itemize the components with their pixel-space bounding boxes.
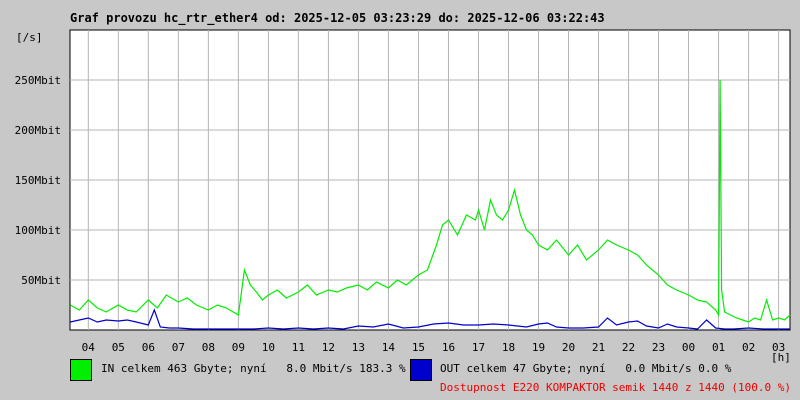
series-layer [70,79,791,330]
x-tick-label: 10 [262,341,275,354]
x-tick-label: 03 [772,341,785,354]
x-tick-label: 12 [322,341,335,354]
x-tick-label: 18 [502,341,515,354]
y-tick-label: 50Mbit [21,274,61,287]
y-axis-label: [/s] [16,31,43,44]
x-tick-label: 07 [172,341,185,354]
x-tick-label: 19 [532,341,545,354]
series-out-line [70,308,790,330]
x-tick-label: 16 [442,341,455,354]
x-tick-label: 14 [382,341,396,354]
x-tick-label: 15 [412,341,425,354]
out-legend-swatch [410,359,432,381]
series-in-line [70,79,791,323]
x-tick-label: 01 [712,341,725,354]
x-tick-label: 09 [232,341,245,354]
out-legend-text: OUT celkem 47 Gbyte; nyní 0.0 Mbit/s 0.0… [440,362,732,375]
tick-labels: 04 05 06 07 08 09 10 11 12 13 14 15 16 17 18 19 20 21 22 23… [15,74,786,354]
y-tick-label: 200Mbit [15,124,61,137]
x-tick-label: 06 [142,341,155,354]
in-legend-text: IN celkem 463 Gbyte; nyní 8.0 Mbit/s 183… [101,362,406,375]
x-tick-label: 20 [562,341,575,354]
x-tick-label: 08 [202,341,215,354]
y-tick-label: 150Mbit [15,174,61,187]
x-tick-label: 11 [292,341,305,354]
y-tick-label: 250Mbit [15,74,61,87]
x-axis-label: [h] [771,351,791,364]
x-tick-label: 23 [652,341,665,354]
chart-title: Graf provozu hc_rtr_ether4 od: 2025-12-0… [70,11,605,25]
x-tick-label: 22 [622,341,635,354]
x-tick-label: 04 [82,341,96,354]
y-tick-label: 100Mbit [15,224,61,237]
x-tick-label: 21 [592,341,605,354]
x-tick-label: 02 [742,341,755,354]
availability-text: Dostupnost E220 KOMPAKTOR semik 1440 z 1… [440,381,791,394]
x-tick-label: 17 [472,341,485,354]
y-grid [70,79,790,281]
x-tick-label: 00 [682,341,695,354]
x-tick-label: 05 [112,341,125,354]
in-legend-swatch [70,359,92,381]
x-tick-label: 13 [352,341,365,354]
